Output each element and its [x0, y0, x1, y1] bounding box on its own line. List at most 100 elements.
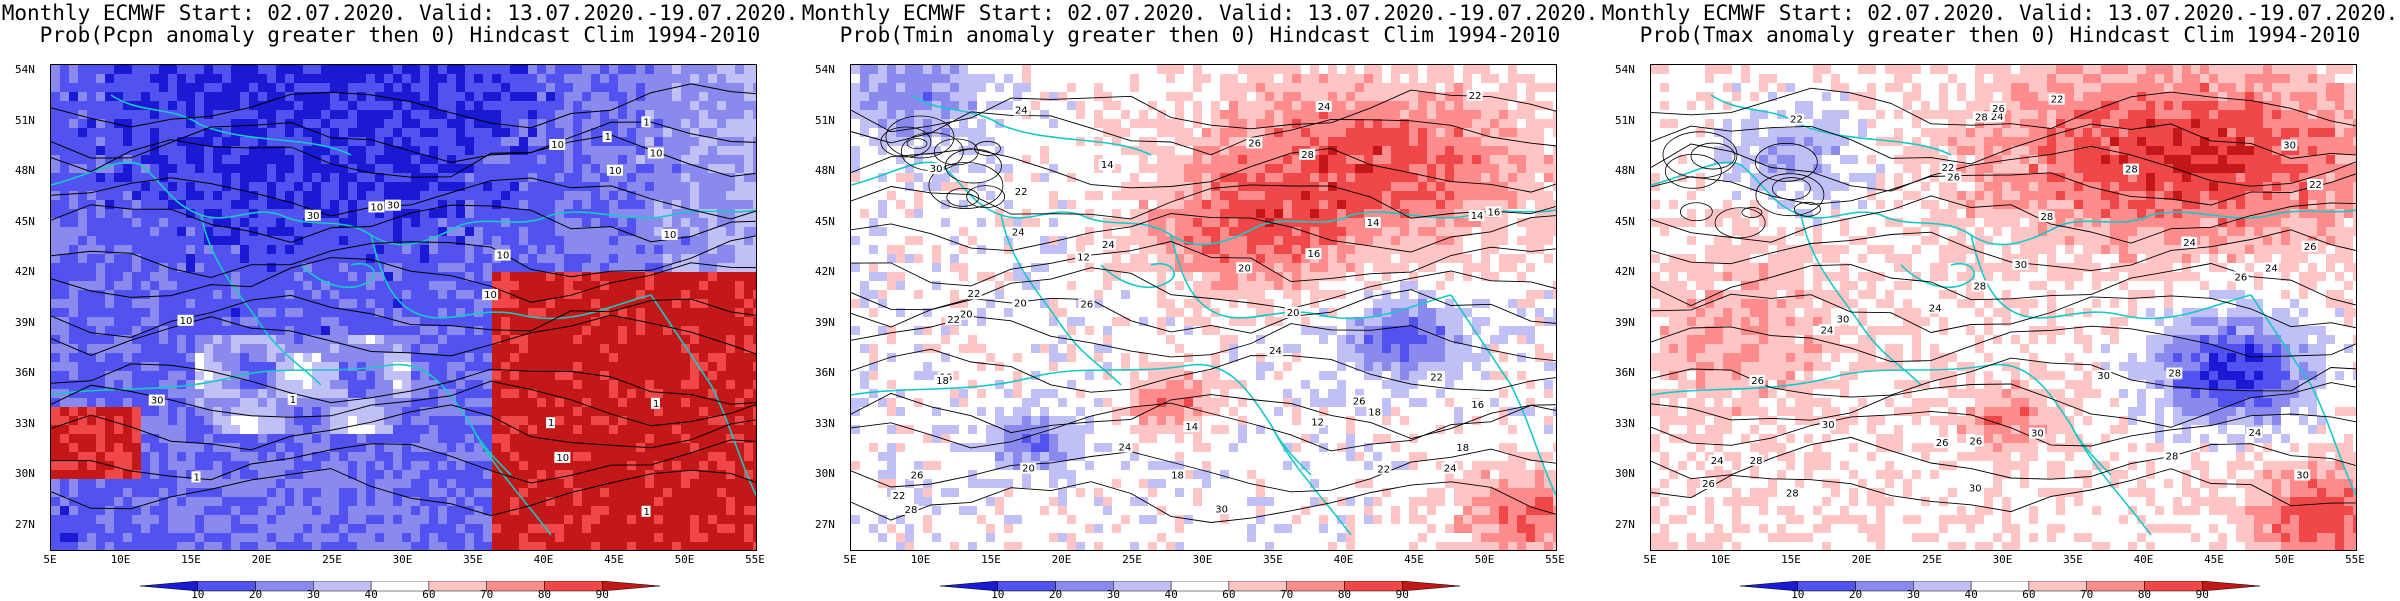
field-cell: [141, 344, 151, 354]
field-cell: [501, 290, 511, 300]
field-cell: [663, 74, 673, 84]
field-cell: [141, 524, 151, 534]
field-cell: [618, 542, 628, 550]
field-cell: [618, 290, 628, 300]
field-cell: [141, 308, 151, 318]
field-cell: [195, 353, 205, 363]
field-cell: [1283, 101, 1293, 111]
field-cell: [582, 353, 592, 363]
field-cell: [105, 452, 115, 462]
field-cell: [51, 83, 61, 93]
field-cell: [672, 272, 682, 282]
field-cell: [501, 533, 511, 543]
field-cell: [744, 74, 754, 84]
field-cell: [645, 173, 655, 183]
field-cell: [321, 380, 331, 390]
field-cell: [357, 470, 367, 480]
field-cell: [1256, 83, 1266, 93]
field-cell: [60, 182, 70, 192]
field-cell: [258, 479, 268, 489]
field-cell: [420, 461, 430, 471]
field-cell: [968, 119, 978, 129]
field-cell: [1301, 65, 1311, 75]
contour-label-text: 1: [193, 472, 199, 483]
field-cell: [519, 389, 529, 399]
field-cell: [150, 362, 160, 372]
field-cell: [429, 542, 439, 550]
field-cell: [564, 200, 574, 210]
field-cell: [699, 398, 709, 408]
field-cell: [474, 173, 484, 183]
field-cell: [294, 182, 304, 192]
field-cell: [645, 479, 655, 489]
field-cell: [267, 542, 277, 550]
field-cell: [402, 173, 412, 183]
lat-label: 48N: [15, 165, 35, 176]
field-cell: [402, 83, 412, 93]
field-cell: [132, 290, 142, 300]
field-cell: [663, 407, 673, 417]
field-cell: [141, 263, 151, 273]
field-cell: [555, 65, 565, 75]
field-cell: [501, 524, 511, 534]
field-cell: [555, 371, 565, 381]
field-cell: [96, 452, 106, 462]
field-cell: [627, 407, 637, 417]
field-cell: [735, 353, 745, 363]
field-cell: [1283, 119, 1293, 129]
field-cell: [735, 398, 745, 408]
field-cell: [690, 389, 700, 399]
field-cell: [96, 533, 106, 543]
field-cell: [132, 434, 142, 444]
field-cell: [690, 398, 700, 408]
field-cell: [663, 479, 673, 489]
field-cell: [384, 407, 394, 417]
field-cell: [60, 506, 70, 516]
field-cell: [878, 65, 888, 75]
field-cell: [717, 371, 727, 381]
field-cell: [977, 101, 987, 111]
field-cell: [699, 524, 709, 534]
field-cell: [456, 461, 466, 471]
field-cell: [672, 533, 682, 543]
field-cell: [627, 335, 637, 345]
field-cell: [654, 452, 664, 462]
field-cell: [609, 146, 619, 156]
field-cell: [429, 209, 439, 219]
field-cell: [591, 533, 601, 543]
field-cell: [168, 353, 178, 363]
contour-label-text: 10: [497, 251, 510, 262]
field-cell: [357, 353, 367, 363]
field-cell: [1508, 110, 1518, 120]
field-cell: [177, 65, 187, 75]
field-cell: [465, 353, 475, 363]
field-cell: [636, 101, 646, 111]
field-cell: [258, 119, 268, 129]
field-cell: [753, 344, 756, 354]
field-cell: [492, 263, 502, 273]
field-cell: [474, 254, 484, 264]
field-cell: [474, 533, 484, 543]
field-cell: [168, 497, 178, 507]
field-cell: [672, 65, 682, 75]
field-cell: [438, 263, 448, 273]
field-cell: [429, 146, 439, 156]
field-cell: [1121, 128, 1131, 138]
field-cell: [87, 488, 97, 498]
field-cell: [276, 443, 286, 453]
field-cell: [591, 191, 601, 201]
field-cell: [573, 92, 583, 102]
field-cell: [1211, 119, 1221, 129]
field-cell: [375, 425, 385, 435]
field-cell: [1382, 83, 1392, 93]
field-cell: [1490, 119, 1500, 129]
field-cell: [114, 425, 124, 435]
field-cell: [438, 146, 448, 156]
field-cell: [132, 119, 142, 129]
field-cell: [564, 65, 574, 75]
field-cell: [114, 515, 124, 525]
field-cell: [726, 461, 736, 471]
field-cell: [519, 398, 529, 408]
field-cell: [546, 191, 556, 201]
field-cell: [465, 119, 475, 129]
